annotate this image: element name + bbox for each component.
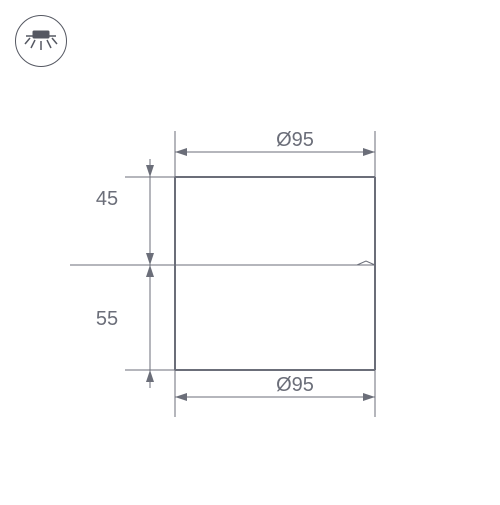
dim-label-bottom-diameter: Ø95 (276, 374, 314, 396)
technical-drawing: Ø95 Ø95 45 55 (0, 0, 500, 500)
dim-label-top-diameter: Ø95 (276, 129, 314, 151)
dim-label-lower-height: 55 (96, 308, 118, 330)
downlight-icon (16, 16, 66, 66)
dimension-top-diameter: Ø95 (175, 129, 375, 177)
dimension-bottom-diameter: Ø95 (175, 370, 375, 417)
dimension-upper-height: 45 (70, 159, 175, 277)
diagram-canvas: Ø95 Ø95 45 55 (0, 0, 500, 500)
dim-label-upper-height: 45 (96, 188, 118, 210)
light-symbol-badge (15, 15, 67, 67)
dimension-lower-height: 55 (96, 253, 175, 388)
part-outline (175, 177, 375, 370)
